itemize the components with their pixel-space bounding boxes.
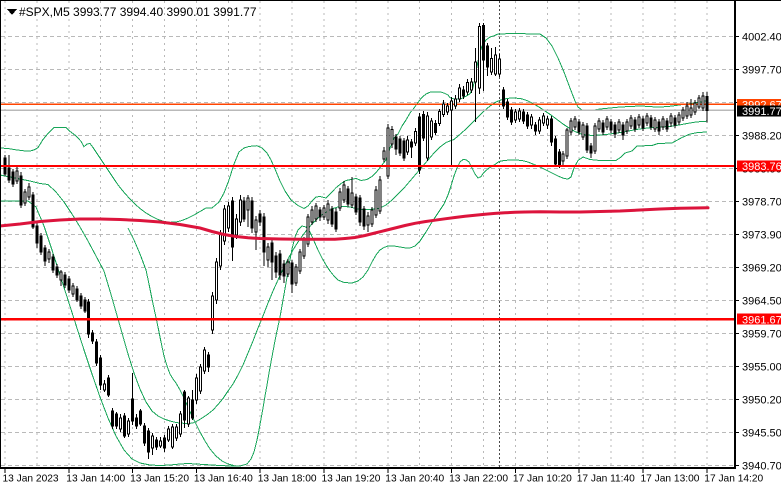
svg-text:3973.90: 3973.90 bbox=[742, 229, 781, 241]
svg-text:3997.70: 3997.70 bbox=[742, 64, 781, 76]
svg-text:3940.70: 3940.70 bbox=[742, 460, 781, 472]
svg-text:3969.20: 3969.20 bbox=[742, 262, 781, 274]
svg-text:13 Jan 22:00: 13 Jan 22:00 bbox=[449, 474, 508, 485]
svg-text:13 Jan 15:20: 13 Jan 15:20 bbox=[130, 474, 189, 485]
svg-text:3983.76: 3983.76 bbox=[742, 161, 781, 173]
svg-text:13 Jan 14:00: 13 Jan 14:00 bbox=[66, 474, 125, 485]
svg-text:3988.20: 3988.20 bbox=[742, 130, 781, 142]
svg-text:13 Jan 18:00: 13 Jan 18:00 bbox=[258, 474, 317, 485]
svg-text:17 Jan 11:40: 17 Jan 11:40 bbox=[577, 474, 635, 485]
svg-text:3950.20: 3950.20 bbox=[742, 394, 781, 406]
svg-text:3945.50: 3945.50 bbox=[742, 427, 781, 439]
svg-text:3955.00: 3955.00 bbox=[742, 361, 781, 373]
svg-text:3964.50: 3964.50 bbox=[742, 295, 781, 307]
svg-text:4002.40: 4002.40 bbox=[742, 31, 781, 43]
svg-text:13 Jan 19:20: 13 Jan 19:20 bbox=[322, 474, 381, 485]
svg-text:13 Jan 16:40: 13 Jan 16:40 bbox=[194, 474, 253, 485]
svg-text:17 Jan 13:00: 17 Jan 13:00 bbox=[641, 474, 700, 485]
svg-text:13 Jan 2023: 13 Jan 2023 bbox=[3, 474, 59, 485]
svg-text:17 Jan 14:20: 17 Jan 14:20 bbox=[704, 474, 763, 485]
svg-text:3959.70: 3959.70 bbox=[742, 328, 781, 340]
svg-text:3991.77: 3991.77 bbox=[742, 106, 781, 118]
svg-text:3961.67: 3961.67 bbox=[742, 314, 781, 326]
svg-text:13 Jan 20:40: 13 Jan 20:40 bbox=[385, 474, 444, 485]
svg-text:17 Jan 10:20: 17 Jan 10:20 bbox=[513, 474, 572, 485]
svg-text:#SPX,M5 3993.77 3994.40 3990.: #SPX,M5 3993.77 3994.40 3990.01 3991.77 bbox=[19, 5, 257, 19]
svg-text:3978.70: 3978.70 bbox=[742, 196, 781, 208]
